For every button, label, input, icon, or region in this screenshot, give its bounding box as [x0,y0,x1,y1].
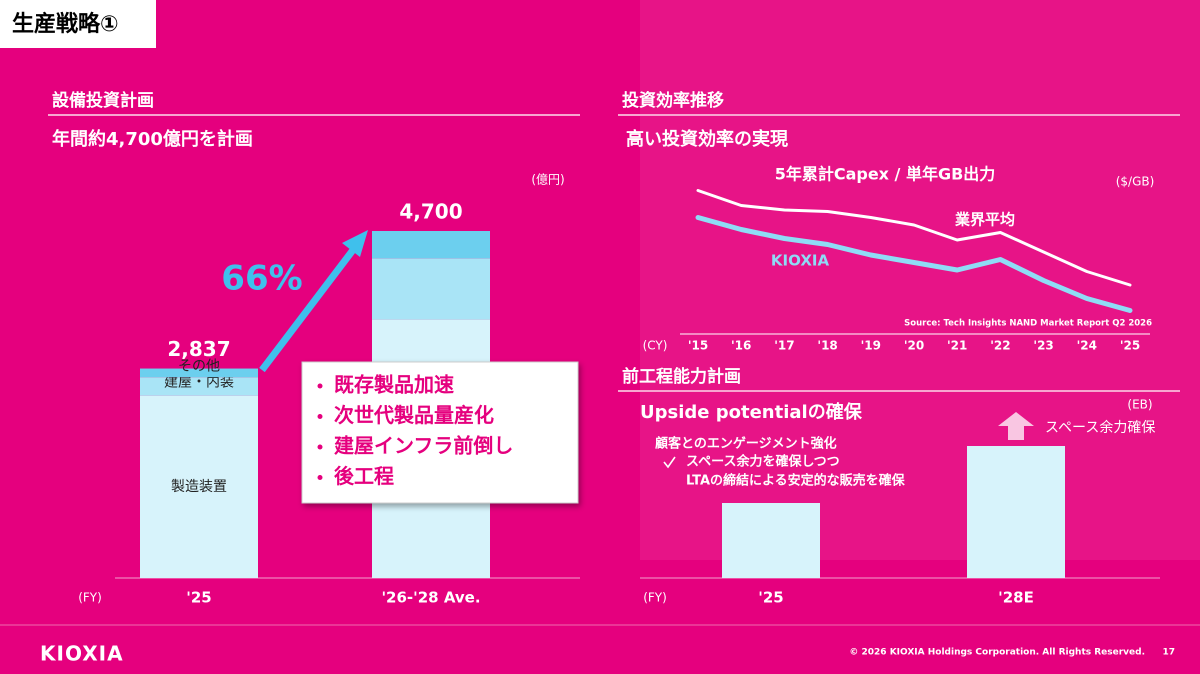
section-subheading: 高い投資効率の実現 [626,128,788,150]
series-label: 業界平均 [954,211,1015,229]
x-tick-label: '24 [1077,339,1097,353]
growth-label: 66% [221,259,302,299]
x-tick-label: '18 [817,339,837,353]
bullet-dot [317,475,323,480]
source-note: Source: Tech Insights NAND Market Report… [904,319,1152,329]
series-label: KIOXIA [771,252,830,270]
bullet-text: 既存製品加速 [334,373,454,397]
chart-subtitle: Upside potentialの確保 [640,401,863,423]
x-tick-label: '28E [998,589,1034,607]
bullet-text: 次世代製品量産化 [334,403,494,427]
segment-label: その他 [178,359,220,375]
bar-segment [140,377,258,396]
x-tick-label: '19 [861,339,881,353]
x-tick-label: '25 [758,589,783,607]
note: 顧客とのエンゲージメント強化 [655,436,837,452]
bullet-dot [317,383,323,389]
slide-title: 生産戦略① [12,11,119,37]
note: LTAの締結による安定的な販売を確保 [686,473,906,489]
bar [722,503,820,578]
x-unit-label: (CY) [643,339,668,353]
page-number: 17 [1162,648,1175,658]
bullet-text: 後工程 [334,464,394,488]
x-unit-label: (FY) [78,591,102,605]
x-tick-label: '26-'28 Ave. [381,589,480,607]
bar-segment [372,258,490,320]
total-label: 4,700 [399,200,462,224]
x-tick-label: '15 [688,339,708,353]
bar-segment [372,231,490,259]
checkmark [663,456,676,469]
section-heading: 投資効率推移 [622,90,724,111]
segment-label: 製造装置 [171,479,227,495]
line-series [696,189,1132,287]
x-tick-label: '25 [186,589,211,607]
title-box [0,0,156,48]
unit-label: (億円) [531,173,564,187]
x-tick-label: '22 [990,339,1010,353]
bullet-text: 建屋インフラ前倒し [334,434,513,458]
x-tick-label: '25 [1120,339,1140,353]
bar-segment [140,395,258,578]
bullet-dot [317,444,323,450]
bar [967,446,1065,578]
copyright: © 2026 KIOXIA Holdings Corporation. All … [849,648,1145,658]
total-label: 2,837 [167,337,230,361]
x-tick-label: '23 [1033,339,1053,353]
unit-label: ($/GB) [1116,175,1155,189]
bullet-dot [317,414,323,419]
note: スペース余力を確保しつつ [686,454,840,470]
footer-logo: KIOXIA [40,642,124,666]
annotation: スペース余力確保 [1045,419,1155,436]
x-tick-label: '16 [731,339,751,353]
x-tick-label: '17 [774,339,794,353]
bar-segment [140,368,258,378]
segment-label: 建屋・内装 [164,374,234,390]
upside-arrow [998,412,1034,440]
section-heading: 設備投資計画 [52,90,154,111]
chart-title: 5年累計Capex / 単年GB出力 [775,165,996,184]
section-subheading: 年間約4,700億円を計画 [52,128,253,150]
growth-arrow [259,243,359,373]
section-heading: 前工程能力計画 [622,366,741,387]
growth-arrowhead [342,230,368,257]
unit-label: (EB) [1127,398,1152,412]
x-tick-label: '20 [904,339,924,353]
x-unit-label: (FY) [643,591,667,605]
line-series [695,215,1133,313]
background-photo [640,0,1200,560]
bullet-box [301,361,579,504]
x-tick-label: '21 [947,339,967,353]
